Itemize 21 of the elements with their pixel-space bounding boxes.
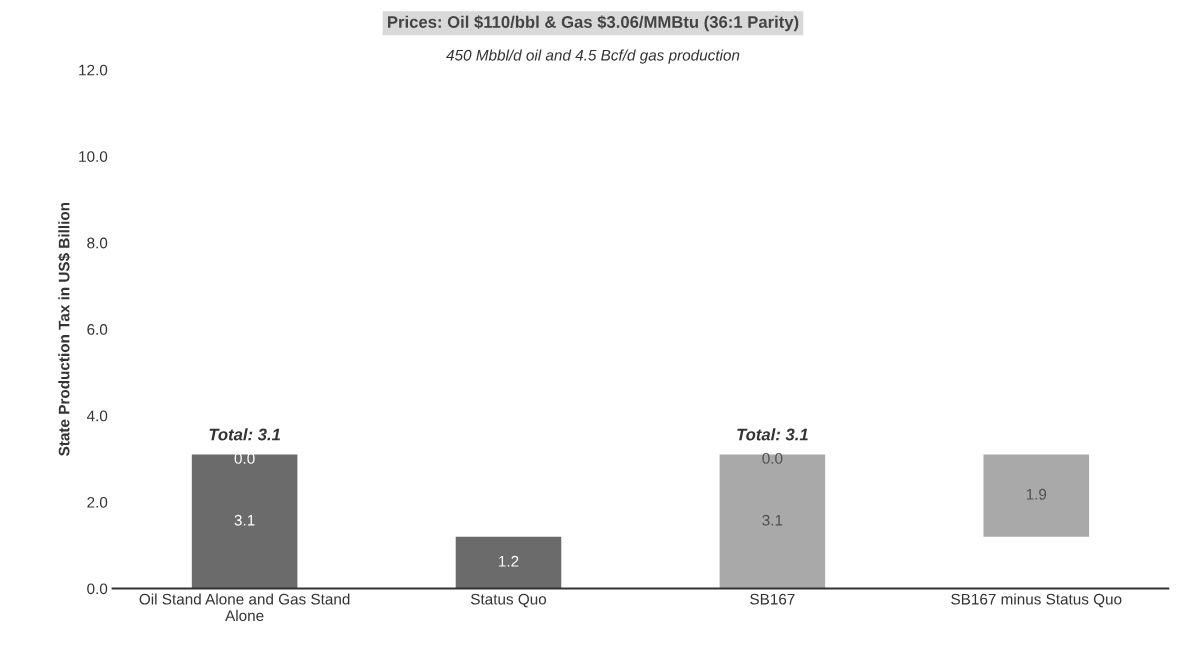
- chart-subtitle: 450 Mbbl/d oil and 4.5 Bcf/d gas production: [446, 49, 740, 64]
- y-axis-title: State Production Tax in US$ Billion: [58, 202, 71, 456]
- y-tick-label: 12.0: [79, 64, 108, 76]
- data-label: 1.9: [1026, 488, 1047, 500]
- total-label: Total: 3.1: [737, 428, 808, 441]
- y-tick-label: 2.0: [87, 496, 108, 508]
- total-label: Total: 3.1: [209, 428, 280, 441]
- chart-title: Prices: Oil $110/bbl & Gas $3.06/MMBtu (36:1 Parity): [388, 15, 799, 32]
- data-label: 3.1: [234, 514, 255, 526]
- y-tick-label: 10.0: [79, 151, 108, 162]
- data-label: 1.2: [499, 555, 519, 567]
- y-tick-label: 6.0: [87, 324, 108, 335]
- data-label: 0.0: [762, 453, 783, 464]
- y-tick-label: 0.0: [87, 583, 108, 595]
- x-tick-label: SB167: [750, 593, 795, 605]
- y-tick-label: 8.0: [87, 237, 108, 249]
- x-tick-label: SB167 minus Status Quo: [951, 593, 1122, 608]
- x-tick-label: Oil Stand Alone and Gas Stand Alone: [139, 593, 350, 622]
- x-tick-label: Status Quo: [470, 593, 547, 608]
- y-tick-label: 4.0: [86, 410, 108, 422]
- data-label: 3.1: [762, 514, 783, 526]
